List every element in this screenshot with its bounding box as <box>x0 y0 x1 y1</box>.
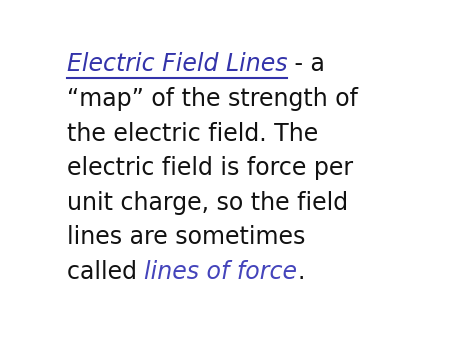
Text: the electric field. The: the electric field. The <box>67 121 318 145</box>
Text: electric field is force per: electric field is force per <box>67 156 353 180</box>
Text: lines of force: lines of force <box>144 260 297 284</box>
Text: lines are sometimes: lines are sometimes <box>67 225 305 249</box>
Text: unit charge, so the field: unit charge, so the field <box>67 191 348 215</box>
Text: called: called <box>67 260 144 284</box>
Text: .: . <box>297 260 305 284</box>
Text: Electric Field Lines: Electric Field Lines <box>67 52 287 76</box>
Text: - a: - a <box>287 52 325 76</box>
Text: “map” of the strength of: “map” of the strength of <box>67 87 358 111</box>
